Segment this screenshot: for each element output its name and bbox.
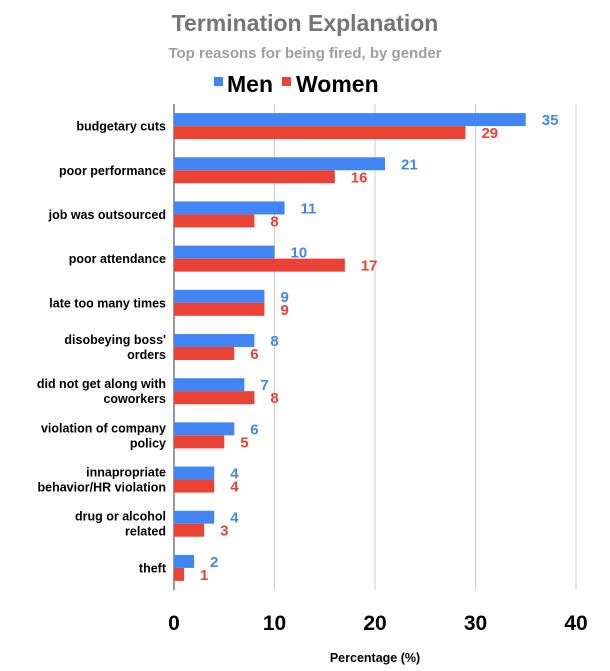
chart-subtitle: Top reasons for being fired, by gender: [168, 45, 441, 62]
bar-women-theft: [174, 567, 185, 581]
value-label-women-innapropriate-behavior-hr-violation: 4: [230, 479, 239, 496]
bar-men-did-not-get-along-with-coworkers: [174, 378, 245, 392]
value-label-men-budgetary-cuts: 35: [542, 112, 559, 129]
chart-title: Termination Explanation: [172, 10, 439, 36]
value-label-men-poor-performance: 21: [401, 156, 418, 173]
category-label-poor-attendance: poor attendance: [69, 252, 166, 266]
category-label-violation-of-company-policy: violation of company policy: [41, 421, 166, 450]
bar-men-theft: [174, 554, 195, 568]
bar-women-violation-of-company-policy: [174, 435, 225, 449]
value-label-men-violation-of-company-policy: 6: [250, 421, 258, 438]
value-label-men-innapropriate-behavior-hr-violation: 4: [230, 466, 239, 483]
legend-swatch-women: [282, 77, 291, 86]
value-label-women-theft: 1: [200, 567, 208, 584]
x-tick-label-0: 0: [168, 612, 180, 635]
value-label-men-job-was-outsourced: 11: [301, 200, 317, 217]
value-label-men-disobeying-boss-orders: 8: [270, 333, 278, 350]
bar-women-innapropriate-behavior-hr-violation: [174, 479, 215, 493]
category-label-did-not-get-along-with-coworkers: did not get along with coworkers: [37, 377, 166, 406]
bar-men-poor-performance: [174, 157, 386, 171]
value-label-women-disobeying-boss-orders: 6: [250, 346, 258, 363]
bar-men-violation-of-company-policy: [174, 422, 235, 436]
legend-label-men: Men: [227, 71, 273, 97]
value-label-men-drug-or-alcohol-related: 4: [230, 510, 239, 527]
bar-women-late-too-many-times: [174, 302, 265, 316]
bar-women-job-was-outsourced: [174, 214, 255, 228]
value-label-men-theft: 2: [210, 554, 218, 571]
category-label-late-too-many-times: late too many times: [49, 296, 166, 310]
value-label-women-job-was-outsourced: 8: [270, 213, 278, 230]
value-label-men-poor-attendance: 10: [291, 245, 308, 262]
bar-women-poor-attendance: [174, 258, 345, 272]
value-label-women-late-too-many-times: 9: [280, 302, 288, 319]
category-label-theft: theft: [139, 561, 167, 575]
category-label-job-was-outsourced: job was outsourced: [48, 208, 166, 222]
category-label-innapropriate-behavior-hr-violation: innapropriate behavior/HR violation: [38, 466, 167, 495]
bar-women-did-not-get-along-with-coworkers: [174, 391, 255, 405]
value-label-men-late-too-many-times: 9: [280, 289, 288, 306]
category-labels: budgetary cuts poor performance job was ou…: [37, 120, 167, 576]
bar-men-late-too-many-times: [174, 289, 265, 303]
bars: [174, 113, 526, 581]
category-label-disobeying-boss-orders: disobeying boss' orders: [64, 333, 166, 362]
legend: Men Women: [214, 71, 379, 97]
category-label-drug-or-alcohol-related: drug or alcohol related: [75, 510, 166, 539]
category-label-budgetary-cuts: budgetary cuts: [76, 120, 166, 134]
x-tick-labels: 0 10 20 30 40: [168, 612, 588, 635]
bar-women-disobeying-boss-orders: [174, 347, 235, 360]
value-label-women-did-not-get-along-with-coworkers: 8: [270, 390, 278, 407]
x-tick-label-30: 30: [464, 612, 487, 635]
legend-swatch-men: [214, 77, 223, 86]
x-tick-label-20: 20: [363, 612, 386, 635]
bar-men-budgetary-cuts: [174, 113, 526, 127]
value-label-women-poor-attendance: 17: [361, 258, 378, 275]
bar-women-poor-performance: [174, 170, 335, 184]
legend-label-women: Women: [296, 71, 379, 97]
value-label-women-poor-performance: 16: [351, 169, 368, 186]
category-label-poor-performance: poor performance: [59, 164, 166, 178]
bar-men-poor-attendance: [174, 245, 275, 259]
x-tick-label-10: 10: [263, 612, 286, 635]
gridlines: [173, 104, 577, 590]
bar-women-budgetary-cuts: [174, 126, 466, 140]
bar-men-disobeying-boss-orders: [174, 334, 255, 347]
value-label-women-drug-or-alcohol-related: 3: [220, 523, 228, 540]
x-axis-title: Percentage (%): [330, 651, 420, 665]
bar-men-drug-or-alcohol-related: [174, 510, 215, 524]
x-tick-label-40: 40: [564, 612, 587, 635]
bar-women-drug-or-alcohol-related: [174, 523, 205, 537]
bar-men-innapropriate-behavior-hr-violation: [174, 466, 215, 480]
value-label-women-budgetary-cuts: 29: [481, 125, 498, 142]
value-label-women-violation-of-company-policy: 5: [240, 434, 248, 451]
bar-men-job-was-outsourced: [174, 201, 285, 215]
value-label-men-did-not-get-along-with-coworkers: 7: [260, 377, 268, 394]
